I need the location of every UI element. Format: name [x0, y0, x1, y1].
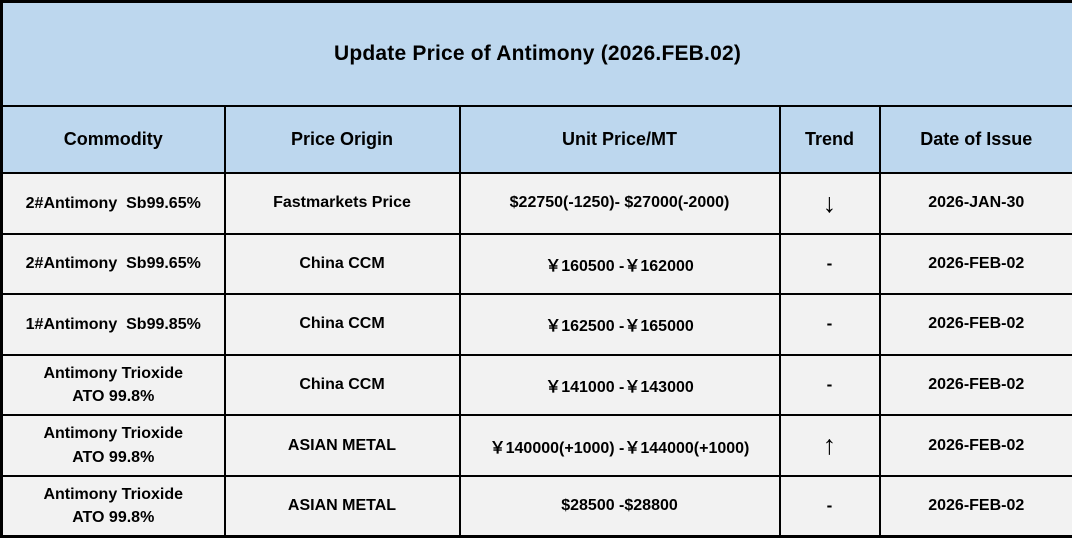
cell-commodity: 2#Antimony Sb99.65%	[0, 172, 226, 235]
cell-price: ￥141000 -￥143000	[458, 353, 781, 417]
cell-commodity: 1#Antimony Sb99.85%	[0, 293, 226, 356]
trend-flat: -	[778, 353, 881, 417]
cell-price: $28500 -$28800	[458, 474, 781, 538]
cell-origin: ASIAN METAL	[223, 474, 461, 538]
cell-origin: ASIAN METAL	[223, 414, 461, 477]
column-header-trend: Trend	[778, 105, 881, 175]
cell-origin: China CCM	[223, 353, 461, 417]
cell-origin: China CCM	[223, 232, 461, 296]
cell-origin: China CCM	[223, 293, 461, 356]
column-header-price: Unit Price/MT	[458, 105, 781, 175]
table-row: Antimony Trioxide ATO 99.8% ASIAN METAL $2…	[0, 474, 1072, 538]
cell-origin: Fastmarkets Price	[223, 172, 461, 235]
cell-price: ￥140000(+1000) -￥144000(+1000)	[458, 414, 781, 477]
column-header-date: Date of Issue	[878, 105, 1072, 175]
cell-commodity: Antimony Trioxide ATO 99.8%	[0, 353, 226, 417]
table-row: Antimony Trioxide ATO 99.8% China CCM ￥141…	[0, 353, 1072, 417]
trend-flat: -	[778, 293, 881, 356]
cell-date: 2026-FEB-02	[878, 414, 1072, 477]
page-title: Update Price of Antimony (2026.FEB.02)	[0, 0, 1072, 108]
cell-date: 2026-FEB-02	[878, 474, 1072, 538]
cell-date: 2026-FEB-02	[878, 293, 1072, 356]
cell-price: ￥160500 -￥162000	[458, 232, 781, 296]
column-header-commodity: Commodity	[0, 105, 226, 175]
table-header-row: Commodity Price Origin Unit Price/MT Trend D…	[0, 105, 1072, 175]
table-row: 2#Antimony Sb99.65% Fastmarkets Price $227…	[0, 172, 1072, 235]
cell-commodity: Antimony Trioxide ATO 99.8%	[0, 414, 226, 477]
trend-up-arrow-icon: ↑	[778, 414, 881, 477]
cell-date: 2026-FEB-02	[878, 232, 1072, 296]
cell-commodity: Antimony Trioxide ATO 99.8%	[0, 474, 226, 538]
trend-flat: -	[778, 474, 881, 538]
cell-price: ￥162500 -￥165000	[458, 293, 781, 356]
column-header-origin: Price Origin	[223, 105, 461, 175]
cell-date: 2026-FEB-02	[878, 353, 1072, 417]
cell-price: $22750(-1250)- $27000(-2000)	[458, 172, 781, 235]
table-row: Antimony Trioxide ATO 99.8% ASIAN METAL ￥1…	[0, 414, 1072, 477]
title-row: Update Price of Antimony (2026.FEB.02)	[0, 0, 1072, 108]
trend-flat: -	[778, 232, 881, 296]
table-row: 1#Antimony Sb99.85% China CCM ￥162500 -￥16…	[0, 293, 1072, 356]
trend-down-arrow-icon: ↓	[778, 172, 881, 235]
cell-commodity: 2#Antimony Sb99.65%	[0, 232, 226, 296]
table-row: 2#Antimony Sb99.65% China CCM ￥160500 -￥16…	[0, 232, 1072, 296]
cell-date: 2026-JAN-30	[878, 172, 1072, 235]
